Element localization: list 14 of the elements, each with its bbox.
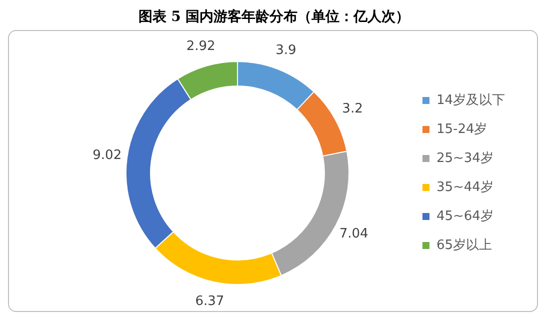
chart-title: 图表 5 国内游客年龄分布（单位：亿人次） [137, 8, 411, 27]
data-label: 6.37 [195, 294, 224, 309]
legend-label: 14岁及以下 [436, 92, 506, 108]
legend-label: 45~64岁 [436, 208, 494, 224]
legend-label: 35~44岁 [436, 180, 494, 195]
data-label: 7.04 [339, 226, 368, 242]
data-label: 9.02 [92, 148, 122, 164]
data-label: 3.2 [342, 102, 363, 117]
legend-label: 65岁以上 [436, 238, 492, 253]
legend-label: 25~34岁 [436, 150, 494, 166]
frame: 14岁及以下 15-24岁 25~34岁 35~44岁 45~64岁 65岁以上 3.9 3.2 7.04 6.37 9.02 2.92 [8, 30, 538, 312]
data-label: 2.92 [186, 39, 216, 54]
data-label: 3.9 [276, 43, 296, 58]
legend-label: 15-24岁 [436, 122, 488, 137]
